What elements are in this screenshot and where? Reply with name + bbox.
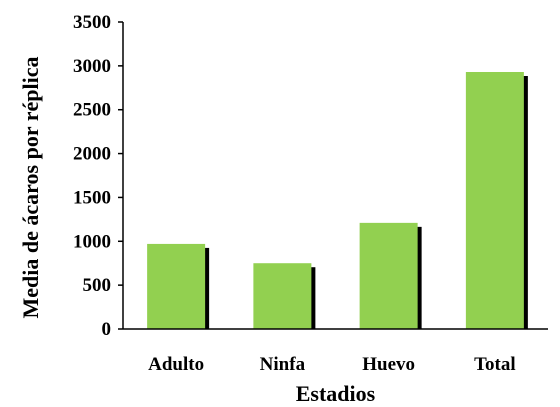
x-axis-title: Estadios <box>296 381 376 406</box>
y-tick-label-3: 1500 <box>73 187 111 208</box>
bar-1 <box>253 263 311 329</box>
y-tick-label-5: 2500 <box>73 100 111 121</box>
y-tick-label-7: 3500 <box>73 12 111 33</box>
x-tick-label-1: Ninfa <box>260 354 306 375</box>
bar-2 <box>360 223 418 329</box>
y-tick-label-4: 2000 <box>73 144 111 165</box>
y-tick-label-0: 0 <box>102 319 112 340</box>
x-tick-label-2: Huevo <box>362 354 415 375</box>
x-tick-label-0: Adulto <box>148 354 204 375</box>
bar-3 <box>466 72 524 329</box>
y-axis-ticks: 0 500 1000 1500 2000 2500 3000 3500 <box>73 12 123 340</box>
y-tick-label-6: 3000 <box>73 56 111 77</box>
x-tick-label-3: Total <box>474 354 516 375</box>
bar-0 <box>147 244 205 329</box>
y-tick-label-2: 1000 <box>73 231 111 252</box>
y-axis-title: Media de ácaros por réplica <box>18 57 43 319</box>
bars <box>147 72 528 329</box>
y-tick-label-1: 500 <box>83 275 112 296</box>
x-axis-ticks: Adulto Ninfa Huevo Total <box>148 354 516 375</box>
